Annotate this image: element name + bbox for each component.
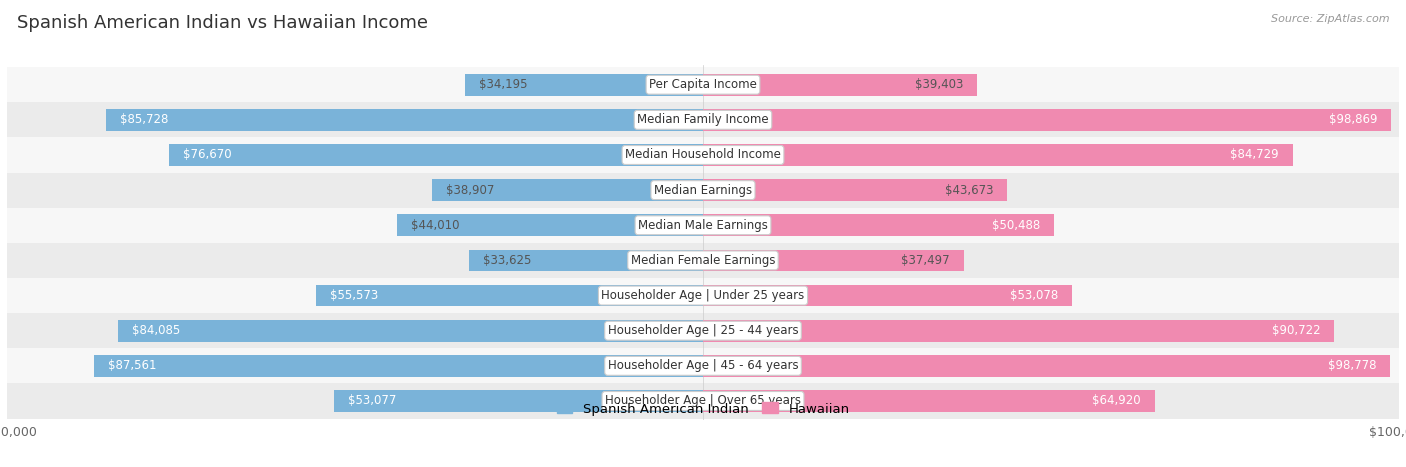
Text: Source: ZipAtlas.com: Source: ZipAtlas.com xyxy=(1271,14,1389,24)
Text: $50,488: $50,488 xyxy=(993,219,1040,232)
Text: Median Family Income: Median Family Income xyxy=(637,113,769,127)
Text: Householder Age | Over 65 years: Householder Age | Over 65 years xyxy=(605,395,801,408)
Bar xyxy=(703,214,1054,236)
Text: $39,403: $39,403 xyxy=(915,78,963,91)
Bar xyxy=(7,278,1399,313)
Bar xyxy=(703,109,1391,131)
Text: $84,085: $84,085 xyxy=(132,324,180,337)
Text: $76,670: $76,670 xyxy=(183,149,232,162)
Bar xyxy=(7,137,1399,173)
Text: Householder Age | 25 - 44 years: Householder Age | 25 - 44 years xyxy=(607,324,799,337)
Bar xyxy=(333,390,703,412)
Text: $37,497: $37,497 xyxy=(901,254,950,267)
Text: $98,869: $98,869 xyxy=(1329,113,1378,127)
Text: $87,561: $87,561 xyxy=(107,359,156,372)
Bar xyxy=(703,179,1007,201)
Text: $43,673: $43,673 xyxy=(945,184,993,197)
Bar xyxy=(703,144,1292,166)
Bar xyxy=(7,243,1399,278)
Bar xyxy=(396,214,703,236)
Text: $44,010: $44,010 xyxy=(411,219,460,232)
Bar xyxy=(432,179,703,201)
Bar xyxy=(703,74,977,96)
Text: Spanish American Indian vs Hawaiian Income: Spanish American Indian vs Hawaiian Inco… xyxy=(17,14,427,32)
Text: $53,077: $53,077 xyxy=(347,395,396,408)
Bar xyxy=(107,109,703,131)
Text: $53,078: $53,078 xyxy=(1011,289,1059,302)
Bar xyxy=(703,390,1154,412)
Bar xyxy=(7,173,1399,208)
Text: Median Male Earnings: Median Male Earnings xyxy=(638,219,768,232)
Text: $84,729: $84,729 xyxy=(1230,149,1279,162)
Text: $38,907: $38,907 xyxy=(446,184,495,197)
Bar xyxy=(94,355,703,377)
Text: $55,573: $55,573 xyxy=(330,289,378,302)
Text: $90,722: $90,722 xyxy=(1272,324,1320,337)
Text: Per Capita Income: Per Capita Income xyxy=(650,78,756,91)
Text: Median Earnings: Median Earnings xyxy=(654,184,752,197)
Text: $85,728: $85,728 xyxy=(121,113,169,127)
Bar xyxy=(169,144,703,166)
Bar xyxy=(7,313,1399,348)
Bar xyxy=(465,74,703,96)
Bar xyxy=(470,249,703,271)
Text: $64,920: $64,920 xyxy=(1092,395,1140,408)
Bar xyxy=(7,102,1399,137)
Bar xyxy=(703,249,965,271)
Text: Householder Age | Under 25 years: Householder Age | Under 25 years xyxy=(602,289,804,302)
Bar xyxy=(7,67,1399,102)
Bar xyxy=(316,285,703,306)
Text: Median Female Earnings: Median Female Earnings xyxy=(631,254,775,267)
Text: $98,778: $98,778 xyxy=(1329,359,1376,372)
Legend: Spanish American Indian, Hawaiian: Spanish American Indian, Hawaiian xyxy=(551,397,855,421)
Bar xyxy=(7,348,1399,383)
Bar xyxy=(7,383,1399,418)
Bar xyxy=(7,208,1399,243)
Text: Median Household Income: Median Household Income xyxy=(626,149,780,162)
Text: $33,625: $33,625 xyxy=(482,254,531,267)
Bar xyxy=(703,355,1391,377)
Text: Householder Age | 45 - 64 years: Householder Age | 45 - 64 years xyxy=(607,359,799,372)
Bar xyxy=(118,320,703,341)
Bar xyxy=(703,320,1334,341)
Bar xyxy=(703,285,1073,306)
Text: $34,195: $34,195 xyxy=(479,78,527,91)
